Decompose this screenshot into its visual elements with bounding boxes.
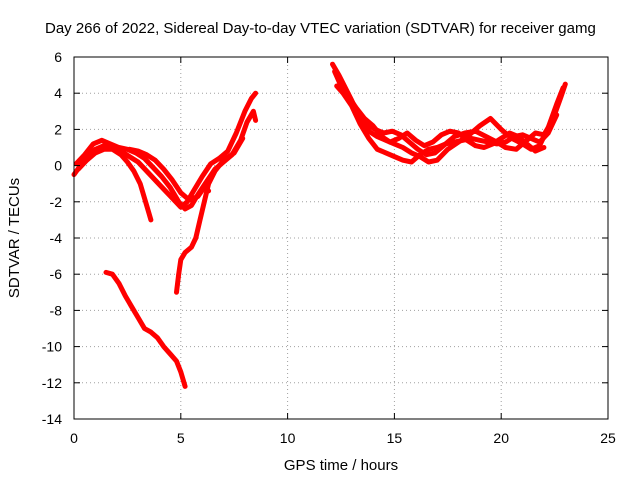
x-tick-label: 15: [387, 430, 403, 446]
y-tick-label: -14: [42, 411, 62, 427]
x-tick-label: 0: [70, 430, 78, 446]
x-tick-label: 10: [280, 430, 296, 446]
y-tick-label: -10: [42, 339, 62, 355]
y-tick-label: -6: [50, 266, 63, 282]
series-line-10: [336, 78, 547, 154]
series-line-6: [103, 269, 188, 389]
y-tick-label: 6: [54, 49, 62, 65]
y-tick-label: -12: [42, 375, 62, 391]
x-tick-label: 5: [177, 430, 185, 446]
y-axis-label: SDTVAR / TECUs: [6, 178, 23, 298]
axis-ticks: 0 5 10 15 20 25 -14 -12 -10 -8 -6 -4 -2 0 2 4 6: [42, 49, 616, 446]
x-tick-label: 25: [600, 430, 616, 446]
x-tick-label: 20: [493, 430, 509, 446]
series-line-1: [71, 90, 259, 210]
y-tick-label: 2: [54, 121, 62, 137]
y-tick-label: 4: [54, 85, 62, 101]
y-tick-label: -8: [50, 302, 63, 318]
series-line-3: [75, 146, 154, 223]
y-tick-label: -4: [50, 230, 63, 246]
chart-title: Day 266 of 2022, Sidereal Day-to-day VTE…: [45, 20, 596, 37]
series-line-4: [127, 146, 212, 203]
x-axis-label: GPS time / hours: [284, 457, 398, 474]
y-tick-label: -2: [50, 194, 63, 210]
series-group: [71, 61, 568, 389]
grid: [74, 57, 608, 419]
series-line-5: [174, 135, 246, 295]
y-tick-label: 0: [54, 158, 62, 174]
